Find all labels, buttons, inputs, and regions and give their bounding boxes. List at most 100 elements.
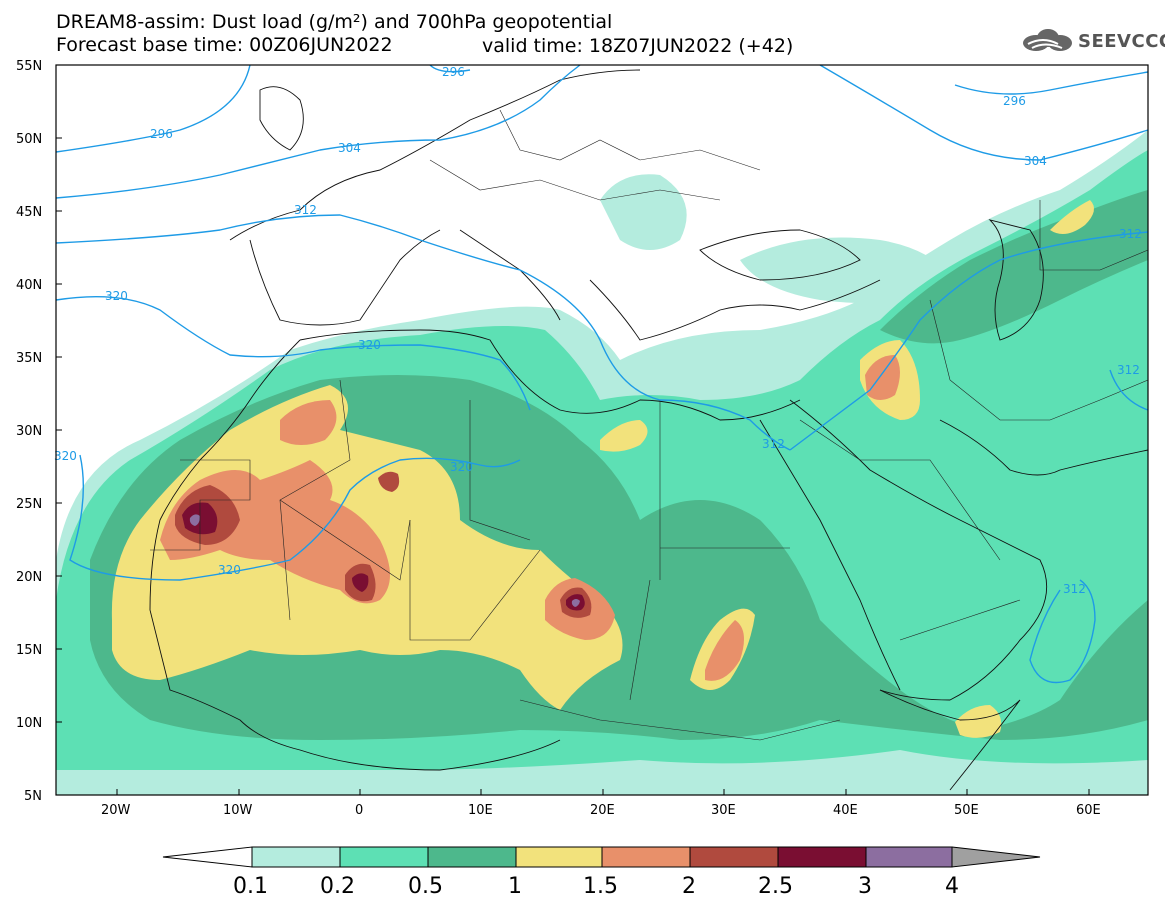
colorbar-segment <box>251 846 341 868</box>
lon-label: 50E <box>954 803 979 818</box>
coastline-red-sea <box>759 419 901 691</box>
latitude-axis <box>56 64 62 796</box>
contour-label: 312 <box>1117 363 1140 377</box>
lon-label: 10W <box>223 803 253 818</box>
contour-labels: 296 296 296 304 304 312 312 312 312 312 … <box>54 65 1142 596</box>
border-algeria-libya <box>469 400 531 541</box>
contour-304-west <box>55 64 581 199</box>
contour-304-east <box>819 64 1149 161</box>
country-borders <box>150 109 1149 741</box>
coastline-uk <box>259 86 304 151</box>
coastline-greece-turkey <box>589 279 881 341</box>
contour-312-arabian-sea <box>1029 579 1096 684</box>
dust-field-2.0-algeria <box>378 471 400 492</box>
coastline-west-africa <box>149 339 561 771</box>
coastline-arabia <box>789 399 1048 701</box>
lon-label: 40E <box>833 803 858 818</box>
contour-label: 304 <box>1024 154 1047 168</box>
dust-field-1.5-north <box>280 400 337 445</box>
dust-fields <box>56 130 1148 795</box>
border-mali <box>279 499 411 581</box>
dust-field-1.5-sudan <box>705 620 744 681</box>
lon-label: 20E <box>590 803 615 818</box>
contour-label: 320 <box>218 563 241 577</box>
border-sahara-2 <box>409 520 541 641</box>
border-europe-1 <box>429 159 721 201</box>
coastline-mediterranean <box>299 329 801 421</box>
coastline-iberia <box>249 229 441 326</box>
contour-312-east <box>789 231 1149 451</box>
colorbar-labels: 0.1 0.2 0.5 1 1.5 2 2.5 3 4 <box>233 874 959 899</box>
dust-field-1.0-caspian <box>1050 200 1094 234</box>
colorbar-tick: 0.5 <box>408 874 443 899</box>
contour-296-top <box>429 64 471 73</box>
colorbar-segment <box>427 846 517 868</box>
lon-label: 20W <box>101 803 131 818</box>
contour-312-west <box>55 214 791 451</box>
dust-field-1.0-somalia <box>955 705 1002 738</box>
dust-field-0.5-northeast <box>880 190 1148 344</box>
border-europe-2 <box>499 109 761 171</box>
dust-field-1.0-libya <box>600 420 648 452</box>
border-yemen <box>899 599 1021 641</box>
colorbar-segment <box>515 846 603 868</box>
lon-label: 0 <box>355 803 363 818</box>
coastline-black-sea <box>699 229 861 281</box>
lon-label: 30E <box>711 803 736 818</box>
lon-label: 10E <box>468 803 493 818</box>
contour-label: 320 <box>450 460 473 474</box>
logo-label: SEEVCCC <box>1078 31 1165 52</box>
border-central-asia <box>1039 200 1149 271</box>
lat-label: 5N <box>24 789 42 804</box>
longitude-labels: 20W 10W 0 10E 20E 30E 40E 50E 60E <box>101 803 1101 818</box>
colorbar-tick: 2 <box>682 874 696 899</box>
lat-label: 15N <box>16 643 42 658</box>
contour-label: 320 <box>358 338 381 352</box>
dust-field-0.1-east <box>740 237 960 304</box>
coastline-persian-gulf <box>939 419 1149 476</box>
contour-296-east <box>954 71 1149 95</box>
border-saudi <box>799 419 1001 561</box>
border-iran <box>929 299 1149 421</box>
contour-label: 320 <box>54 449 77 463</box>
dust-field-1.5-iraq <box>865 355 900 400</box>
colorbar-tick: 0.2 <box>320 874 355 899</box>
border-central-africa <box>519 699 841 741</box>
coastline-caspian <box>988 219 1044 341</box>
colorbar-tick: 0.1 <box>233 874 268 899</box>
colorbar-low-arrow <box>162 846 253 868</box>
lon-label: 60E <box>1076 803 1101 818</box>
contour-label: 304 <box>338 141 361 155</box>
colorbar-tick: 4 <box>945 874 959 899</box>
contour-label: 320 <box>105 289 128 303</box>
contour-320-sahara <box>69 454 521 581</box>
lat-label: 20N <box>16 570 42 585</box>
lat-label: 25N <box>16 497 42 512</box>
longitude-axis <box>116 789 1090 795</box>
border-westsahara <box>150 459 251 551</box>
coastline-europe <box>229 69 641 241</box>
contour-label: 312 <box>1119 227 1142 241</box>
contour-312-gulf <box>1109 369 1149 411</box>
forecast-base-time: Forecast base time: 00Z06JUN2022 <box>56 34 393 56</box>
colorbar-segment <box>777 846 867 868</box>
colorbar-high-arrow <box>951 846 1041 868</box>
lat-label: 50N <box>16 132 42 147</box>
contour-label: 296 <box>1003 94 1026 108</box>
colorbar-segment <box>339 846 429 868</box>
contour-label: 312 <box>762 437 785 451</box>
contour-label: 312 <box>294 203 317 217</box>
contour-296-west <box>55 64 251 153</box>
contour-label: 296 <box>150 127 173 141</box>
colorbar-tick: 3 <box>858 874 872 899</box>
colorbar-tick: 1 <box>508 874 522 899</box>
lat-label: 40N <box>16 278 42 293</box>
seevccc-cloud-icon <box>1023 29 1072 51</box>
dust-field-3.0 <box>189 514 200 526</box>
contour-label: 312 <box>1063 582 1086 596</box>
valid-time: valid time: 18Z07JUN2022 (+42) <box>482 35 794 57</box>
map-title: DREAM8-assim: Dust load (g/m²) and 700hP… <box>56 11 613 33</box>
lat-label: 45N <box>16 205 42 220</box>
coastline-horn-africa <box>879 689 1021 791</box>
